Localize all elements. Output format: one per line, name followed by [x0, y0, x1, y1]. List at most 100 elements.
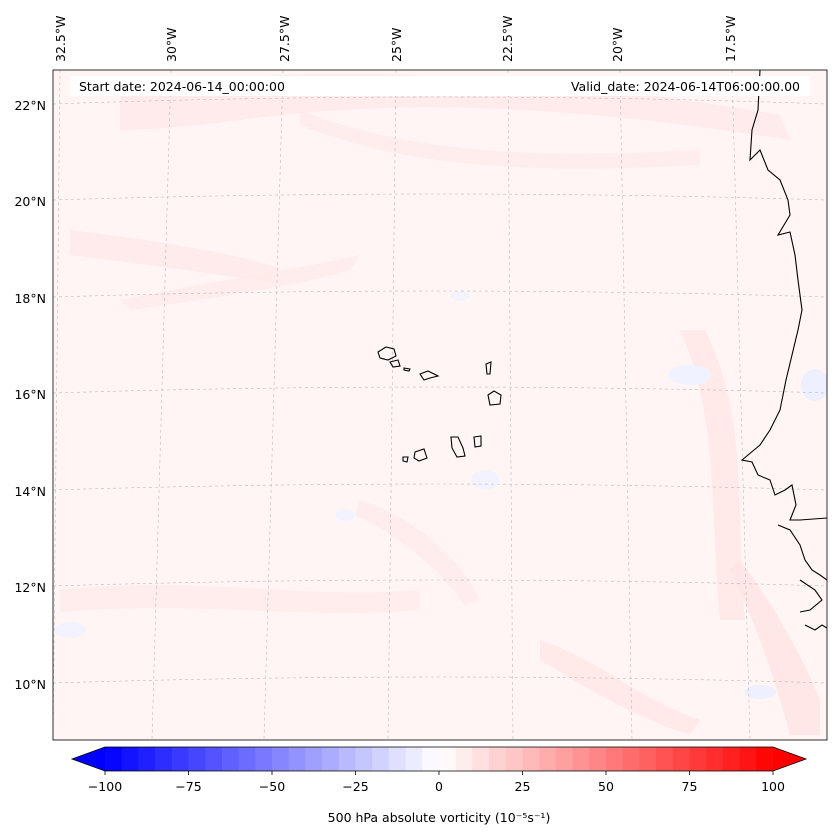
gridlines — [53, 70, 827, 740]
colorbar-segment — [255, 747, 273, 771]
colorbar-label: 500 hPa absolute vorticity (10⁻⁵s⁻¹) — [328, 810, 551, 825]
colorbar-segment — [305, 747, 323, 771]
parallel-14n — [53, 483, 827, 491]
colorbar-tick-label: 75 — [682, 779, 698, 794]
colorbar-ticks: −100 −75 −50 −25 0 25 50 75 100 — [88, 771, 785, 794]
colorbar-segment — [272, 747, 290, 771]
latitude-labels: 22°N 20°N 18°N 16°N 14°N 12°N 10°N — [14, 98, 46, 692]
lon-label: 30°W — [164, 27, 179, 62]
colorbar-segment — [756, 747, 774, 771]
colorbar-tick-label: 50 — [598, 779, 614, 794]
island-boa-vista — [487, 390, 502, 406]
island-sal — [485, 361, 492, 375]
lon-label: 20°W — [610, 27, 625, 62]
longitude-labels: 32.5°W 30°W 27.5°W 25°W 22.5°W 20°W 17.5… — [53, 16, 738, 62]
island-santiago — [450, 436, 466, 458]
coastlines — [377, 70, 827, 631]
colorbar-segment — [739, 747, 757, 771]
colorbar-segment — [205, 747, 223, 771]
colorbar-segment — [238, 747, 256, 771]
colorbar-segment — [522, 747, 540, 771]
colorbar-segment — [155, 747, 173, 771]
colorbar-segment — [689, 747, 707, 771]
meridian-22-5w — [507, 70, 514, 740]
lon-label: 22.5°W — [500, 16, 515, 62]
colorbar-segment — [572, 747, 590, 771]
lat-label: 22°N — [14, 98, 46, 113]
colorbar-segment — [388, 747, 407, 771]
west-africa-coastline — [740, 70, 827, 521]
colorbar-segment — [405, 747, 423, 771]
colorbar-tick-label: −75 — [175, 779, 201, 794]
colorbar-tick-label: −50 — [259, 779, 285, 794]
lat-label: 12°N — [14, 580, 46, 595]
colorbar-segment — [188, 747, 206, 771]
meridian-17-5w — [731, 70, 751, 740]
island-brava — [402, 456, 409, 463]
vorticity-field — [53, 70, 827, 740]
colorbar-segment — [472, 747, 490, 771]
colorbar-tick-label: −25 — [342, 779, 368, 794]
colorbar-segment — [171, 747, 189, 771]
colorbar-segment — [355, 747, 373, 771]
lon-label: 27.5°W — [277, 16, 292, 62]
colorbar-segment — [622, 747, 640, 771]
colorbar-segment — [288, 747, 306, 771]
colorbar-segment — [121, 747, 139, 771]
colorbar-segment — [439, 747, 457, 771]
colorbar-tick-label: 100 — [761, 779, 785, 794]
colorbar-segment — [322, 747, 340, 771]
colorbar-segment — [505, 747, 523, 771]
lon-label: 32.5°W — [53, 16, 68, 62]
lat-label: 10°N — [14, 677, 46, 692]
colorbar-tick-label: 0 — [435, 779, 443, 794]
colorbar-tick-label: 25 — [515, 779, 531, 794]
lat-label: 18°N — [14, 291, 46, 306]
parallel-10n — [53, 676, 827, 684]
colorbar-segment — [372, 747, 390, 771]
lat-label: 20°N — [14, 194, 46, 209]
island-sao-nicolau — [419, 370, 440, 381]
colorbar-segment — [672, 747, 690, 771]
colorbar-segment — [539, 747, 557, 771]
meridian-25w — [387, 70, 397, 740]
colorbar: −100 −75 −50 −25 0 25 50 75 100 500 hPa absolute… — [70, 746, 808, 825]
lat-label: 16°N — [14, 387, 46, 402]
colorbar-segment — [555, 747, 574, 771]
parallel-12n — [53, 579, 827, 587]
meridian-27-5w — [263, 70, 284, 740]
parallel-16n — [53, 386, 827, 394]
lat-label: 14°N — [14, 484, 46, 499]
valid-date-text: Valid_date: 2024-06-14T06:00:00.00 — [571, 79, 800, 94]
colorbar-segment — [706, 747, 724, 771]
meridian-30w — [151, 70, 172, 740]
colorbar-segment — [105, 747, 123, 771]
parallel-20n — [53, 193, 827, 201]
island-sao-vicente — [389, 359, 401, 368]
meridian-32-5w — [53, 70, 61, 740]
lon-label: 25°W — [389, 27, 404, 62]
colorbar-segment — [722, 747, 741, 771]
colorbar-segment — [489, 747, 507, 771]
map-frame — [52, 69, 828, 741]
colorbar-segment — [656, 747, 674, 771]
colorbar-segment — [422, 747, 440, 771]
colorbar-low-extend — [72, 747, 105, 771]
colorbar-segment — [455, 747, 473, 771]
parallel-18n — [53, 290, 827, 298]
colorbar-segment — [639, 747, 657, 771]
colorbar-segment — [138, 747, 156, 771]
island-santo-antao — [377, 346, 397, 361]
island-fogo — [413, 448, 428, 462]
lon-label: 17.5°W — [723, 16, 738, 62]
colorbar-segment — [221, 747, 240, 771]
meridian-20w — [619, 70, 633, 740]
info-box — [70, 76, 810, 96]
colorbar-tick-label: −100 — [88, 779, 122, 794]
colorbar-segments — [105, 747, 774, 771]
colorbar-segment — [589, 747, 607, 771]
island-maio — [473, 435, 482, 448]
island-santa-luzia — [403, 367, 411, 372]
colorbar-high-extend — [773, 747, 806, 771]
